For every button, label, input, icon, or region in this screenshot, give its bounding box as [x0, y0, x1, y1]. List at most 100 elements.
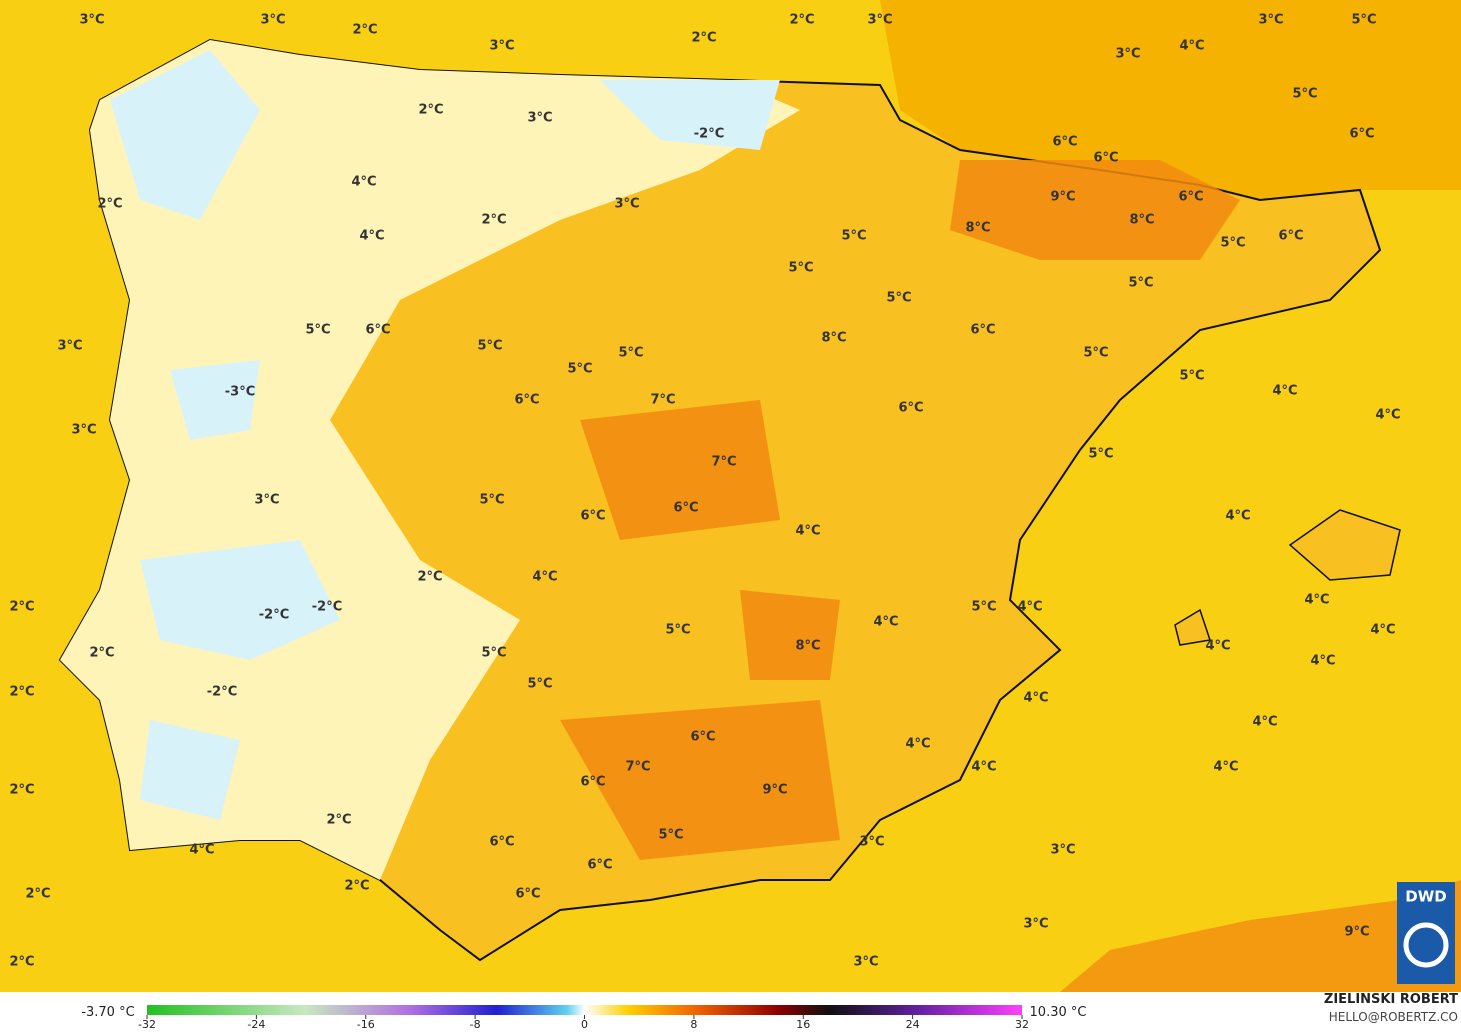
temp-label: 3°C: [254, 493, 279, 508]
temp-label: 4°C: [1017, 600, 1042, 615]
temp-label: 6°C: [587, 858, 612, 873]
temp-label: 2°C: [352, 23, 377, 38]
temp-label: 6°C: [690, 730, 715, 745]
temp-label: 4°C: [1205, 639, 1230, 654]
temp-label: 8°C: [821, 331, 846, 346]
temp-label: 4°C: [873, 615, 898, 630]
temp-label: 4°C: [359, 229, 384, 244]
temp-label: 2°C: [97, 197, 122, 212]
temp-label: 6°C: [514, 393, 539, 408]
temp-label: -2°C: [312, 600, 342, 615]
temp-label: 5°C: [618, 346, 643, 361]
temp-label: 2°C: [326, 813, 351, 828]
temp-label: 8°C: [1129, 213, 1154, 228]
temp-label: 4°C: [905, 737, 930, 752]
temp-label: -2°C: [259, 608, 289, 623]
temp-label: 4°C: [1272, 384, 1297, 399]
temp-label: 4°C: [1225, 509, 1250, 524]
temp-label: 5°C: [788, 261, 813, 276]
temp-label: 6°C: [1093, 151, 1118, 166]
temp-label: 8°C: [795, 639, 820, 654]
temp-label: 4°C: [1179, 39, 1204, 54]
temp-label: 8°C: [965, 221, 990, 236]
temp-label: 5°C: [527, 677, 552, 692]
cold-areas: [110, 50, 780, 820]
temp-label: 2°C: [9, 783, 34, 798]
colorbar-tick-label: 24: [906, 1018, 920, 1031]
temp-label: 4°C: [351, 175, 376, 190]
temp-label: 2°C: [25, 887, 50, 902]
author: ZIELINSKI ROBERT: [1324, 992, 1458, 1007]
temp-label: 6°C: [515, 887, 540, 902]
temp-label: 6°C: [489, 835, 514, 850]
temp-label: -2°C: [694, 127, 724, 142]
temp-label: 3°C: [71, 423, 96, 438]
colorbar-tick-label: 8: [690, 1018, 697, 1031]
temp-label: 9°C: [1050, 190, 1075, 205]
temp-label: 6°C: [898, 401, 923, 416]
temp-label: 4°C: [1370, 623, 1395, 638]
temp-label: 2°C: [9, 955, 34, 970]
temp-label: 3°C: [1023, 917, 1048, 932]
colorbar-min: -3.70 °C: [81, 1005, 134, 1020]
temp-label: 3°C: [57, 339, 82, 354]
temp-label: 5°C: [305, 323, 330, 338]
temp-label: 5°C: [477, 339, 502, 354]
temp-label: 2°C: [691, 31, 716, 46]
temp-label: 5°C: [1179, 369, 1204, 384]
temp-label: 9°C: [1344, 925, 1369, 940]
temp-label: 4°C: [1213, 760, 1238, 775]
temp-label: 5°C: [841, 229, 866, 244]
temp-label: 2°C: [481, 213, 506, 228]
temp-label: 5°C: [481, 646, 506, 661]
temp-label: 3°C: [527, 111, 552, 126]
temp-label: 2°C: [9, 685, 34, 700]
temp-label: 4°C: [189, 843, 214, 858]
temp-label: 5°C: [1128, 276, 1153, 291]
temp-label: 9°C: [762, 783, 787, 798]
logo-text: DWD: [1405, 888, 1446, 906]
colorbar-tick-label: -16: [357, 1018, 375, 1031]
temp-label: 5°C: [1088, 447, 1113, 462]
temp-label: 3°C: [260, 13, 285, 28]
temp-label: 5°C: [665, 623, 690, 638]
temp-label: 3°C: [1258, 13, 1283, 28]
temp-label: -3°C: [225, 385, 255, 400]
temp-label: 6°C: [1052, 135, 1077, 150]
colorbar-tick-label: -32: [138, 1018, 156, 1031]
temp-label: 5°C: [658, 828, 683, 843]
temp-label: 6°C: [1349, 127, 1374, 142]
colorbar-tick-label: -24: [247, 1018, 265, 1031]
temp-label: 2°C: [9, 600, 34, 615]
france: [880, 0, 1461, 200]
west-cool: [60, 40, 800, 880]
balearics: [1174, 509, 1401, 646]
temp-label: 3°C: [867, 13, 892, 28]
temp-label: 2°C: [417, 570, 442, 585]
logo-swirl: [1403, 922, 1449, 968]
temp-label: 4°C: [1375, 408, 1400, 423]
temp-label: 6°C: [365, 323, 390, 338]
temp-label: 5°C: [886, 291, 911, 306]
warm-areas: [560, 160, 1240, 860]
temp-label: 6°C: [673, 501, 698, 516]
temp-label: 4°C: [1304, 593, 1329, 608]
contact: HELLO@ROBERTZ.CO: [1329, 1010, 1458, 1024]
temp-label: -2°C: [207, 685, 237, 700]
temp-label: 3°C: [859, 835, 884, 850]
temp-label: 3°C: [614, 197, 639, 212]
temp-label: 6°C: [1178, 190, 1203, 205]
temp-label: 5°C: [1292, 87, 1317, 102]
colorbar-tick-label: 32: [1015, 1018, 1029, 1031]
temp-label: 4°C: [971, 760, 996, 775]
temp-label: 4°C: [1023, 691, 1048, 706]
temp-label: 5°C: [1083, 346, 1108, 361]
colorbar-max: 10.30 °C: [1030, 1005, 1087, 1020]
temp-label: 7°C: [711, 455, 736, 470]
temp-label: 3°C: [1115, 47, 1140, 62]
africa: [1060, 880, 1461, 992]
colorbar-tick-label: 0: [581, 1018, 588, 1031]
temp-label: 4°C: [532, 570, 557, 585]
temp-label: 3°C: [853, 955, 878, 970]
